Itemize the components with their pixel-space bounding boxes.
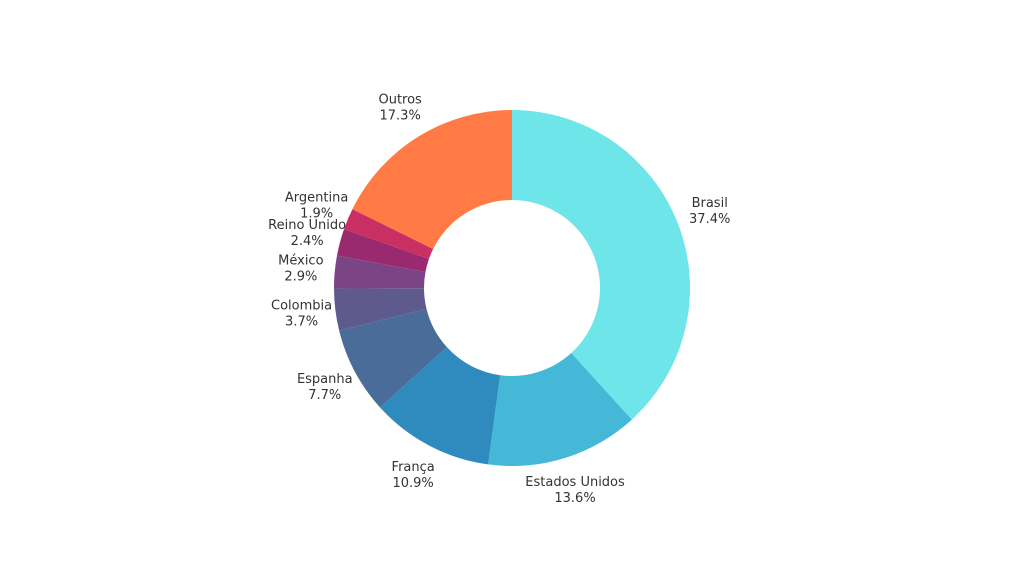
slice-label: Espanha: [297, 372, 353, 387]
value-label: 10.9%: [392, 476, 433, 491]
value-label: 37.4%: [689, 212, 730, 227]
slice-label: Colombia: [271, 298, 332, 313]
value-label: 3.7%: [285, 314, 318, 329]
value-label: 17.3%: [380, 108, 421, 123]
slice-label: Outros: [378, 92, 422, 107]
slice: [512, 110, 690, 420]
slice: [334, 288, 427, 331]
value-label: 2.4%: [291, 234, 324, 249]
value-label: 13.6%: [554, 491, 595, 506]
slice: [488, 353, 632, 466]
value-label: 1.9%: [300, 206, 333, 221]
value-label: 2.9%: [284, 269, 317, 284]
slice: [334, 255, 426, 289]
value-label: 7.7%: [308, 388, 341, 403]
slice: [339, 308, 447, 408]
slice-label: Reino Unido: [268, 218, 346, 233]
slice: [380, 347, 501, 465]
slice-label: Brasil: [692, 196, 728, 211]
slice: [344, 209, 434, 259]
slice: [352, 110, 512, 249]
slice-label: França: [392, 460, 435, 475]
slice: [336, 229, 429, 272]
slice-label: México: [278, 253, 323, 268]
slice-label: Estados Unidos: [525, 475, 625, 490]
slice-label: Argentina: [285, 190, 348, 205]
